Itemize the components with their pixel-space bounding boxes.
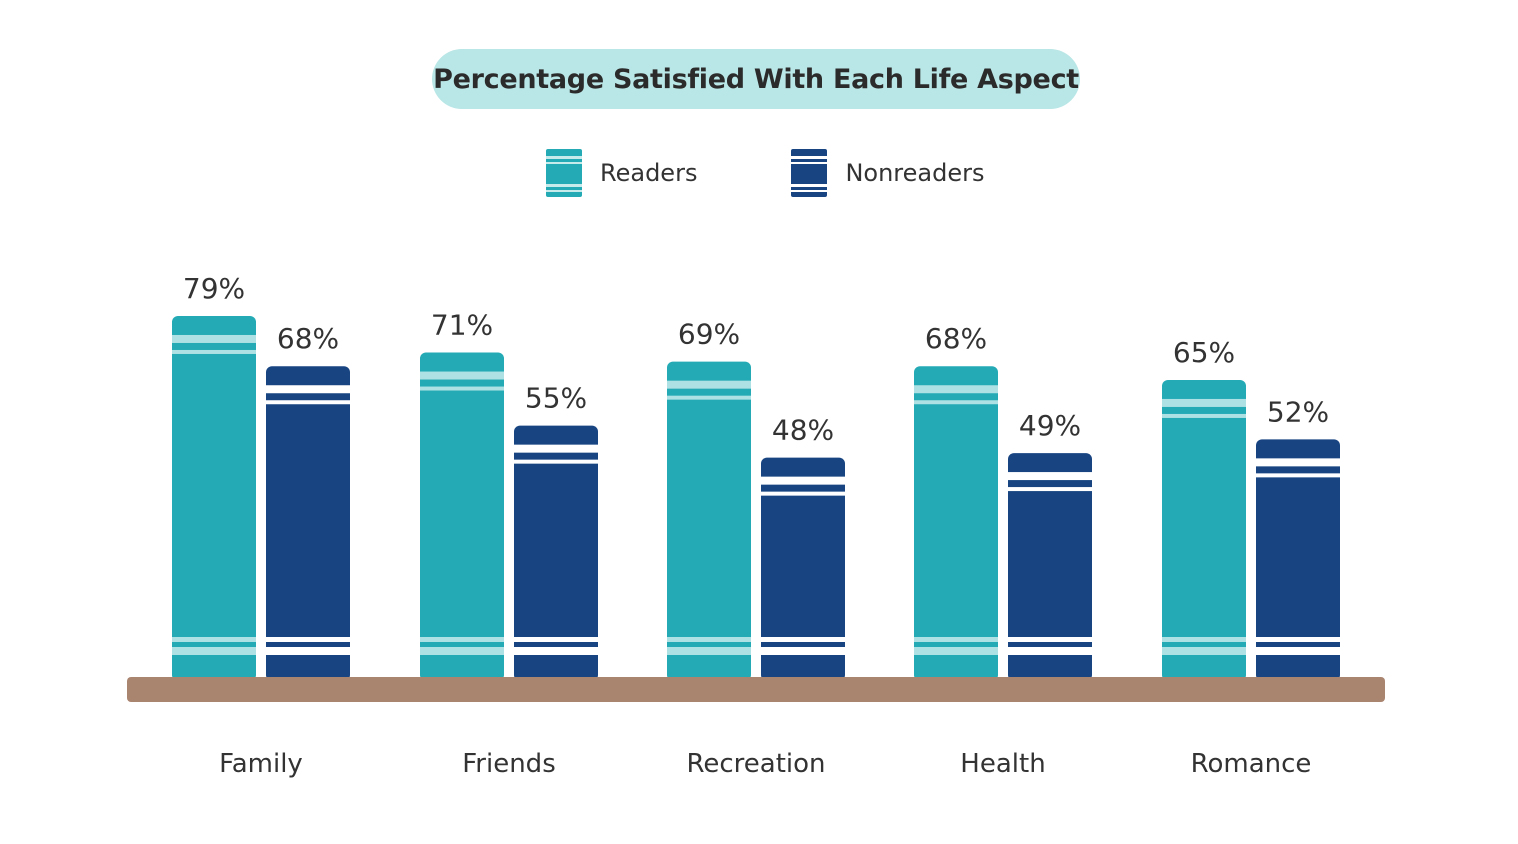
bar-nonreaders-family xyxy=(266,366,350,681)
bar-stripe xyxy=(914,647,998,655)
bar-stripe xyxy=(1256,473,1340,478)
bar-stripe xyxy=(266,637,350,642)
category-label-romance: Romance xyxy=(1191,749,1312,779)
legend-item-readers: Readers xyxy=(546,149,697,197)
bar-readers-health xyxy=(914,366,998,681)
bar-stripe xyxy=(1256,458,1340,467)
bar-nonreaders-recreation xyxy=(761,457,845,681)
data-label-readers-friends: 71% xyxy=(431,309,493,342)
bar-readers-friends xyxy=(420,352,504,681)
legend: Readers Nonreaders xyxy=(546,148,984,198)
shelf-baseline xyxy=(127,677,1385,702)
data-label-nonreaders-recreation: 48% xyxy=(772,414,834,447)
bar-stripe xyxy=(266,385,350,394)
bar-stripe xyxy=(266,647,350,655)
legend-swatch-nonreaders xyxy=(791,149,828,197)
legend-item-nonreaders: Nonreaders xyxy=(791,149,984,197)
bar-stripe xyxy=(420,647,504,655)
data-label-nonreaders-friends: 55% xyxy=(525,382,587,415)
data-label-nonreaders-health: 49% xyxy=(1019,409,1081,442)
data-label-readers-recreation: 69% xyxy=(678,318,740,351)
bar-readers-recreation xyxy=(667,361,751,681)
bar-group-family: 79% 68% xyxy=(172,272,350,681)
bar-stripe xyxy=(914,385,998,394)
bar-stripe xyxy=(1162,413,1246,418)
bar-stripe xyxy=(1008,487,1092,492)
bar-group-friends: 71% 55% xyxy=(420,309,598,681)
bar-stripe xyxy=(514,637,598,642)
data-label-nonreaders-romance: 52% xyxy=(1267,395,1329,428)
data-label-readers-romance: 65% xyxy=(1173,336,1235,369)
bar-stripe xyxy=(667,647,751,655)
bar-stripe xyxy=(172,334,256,343)
bar-stripe xyxy=(420,386,504,391)
category-label-health: Health xyxy=(960,749,1045,779)
bar-stripe xyxy=(914,400,998,405)
bar-stripe xyxy=(1008,472,1092,481)
bar-stripe xyxy=(266,400,350,405)
bar-stripe xyxy=(667,637,751,642)
bar-stripe xyxy=(172,637,256,642)
bar-stripe xyxy=(172,349,256,354)
bar-stripe xyxy=(1008,637,1092,642)
bar-stripe xyxy=(761,491,845,496)
bar-nonreaders-romance xyxy=(1256,439,1340,681)
data-label-readers-family: 79% xyxy=(183,272,245,305)
bar-group-recreation: 69% 48% xyxy=(667,318,845,681)
legend-label-readers: Readers xyxy=(600,159,698,187)
bar-stripe xyxy=(1162,398,1246,407)
bar-group-health: 68% 49% xyxy=(914,322,1092,681)
bar-stripe xyxy=(514,459,598,464)
category-label-family: Family xyxy=(219,749,303,779)
bar-stripe xyxy=(667,380,751,389)
category-label-friends: Friends xyxy=(462,749,556,779)
bar-stripe xyxy=(514,444,598,453)
chart-title: Percentage Satisfied With Each Life Aspe… xyxy=(432,49,1080,109)
bar-stripe xyxy=(761,647,845,655)
bar-stripe xyxy=(1256,637,1340,642)
bar-stripe xyxy=(1256,647,1340,655)
bar-stripe xyxy=(1162,647,1246,655)
bar-readers-romance xyxy=(1162,379,1246,681)
bar-nonreaders-health xyxy=(1008,453,1092,681)
bar-stripe xyxy=(514,647,598,655)
bar-stripe xyxy=(420,371,504,380)
bar-readers-family xyxy=(172,315,256,681)
legend-label-nonreaders: Nonreaders xyxy=(845,159,985,187)
bar-stripe xyxy=(667,395,751,400)
bar-stripe xyxy=(1162,637,1246,642)
bar-stripe xyxy=(914,637,998,642)
legend-swatch-readers xyxy=(546,149,582,197)
bar-group-romance: 65% 52% xyxy=(1162,336,1340,681)
category-label-recreation: Recreation xyxy=(686,749,825,779)
bar-stripe xyxy=(761,476,845,485)
data-label-readers-health: 68% xyxy=(925,322,987,355)
bar-stripe xyxy=(1008,647,1092,655)
bar-stripe xyxy=(420,637,504,642)
bar-stripe xyxy=(172,647,256,655)
bar-nonreaders-friends xyxy=(514,425,598,681)
data-label-nonreaders-family: 68% xyxy=(277,322,339,355)
bar-stripe xyxy=(761,637,845,642)
